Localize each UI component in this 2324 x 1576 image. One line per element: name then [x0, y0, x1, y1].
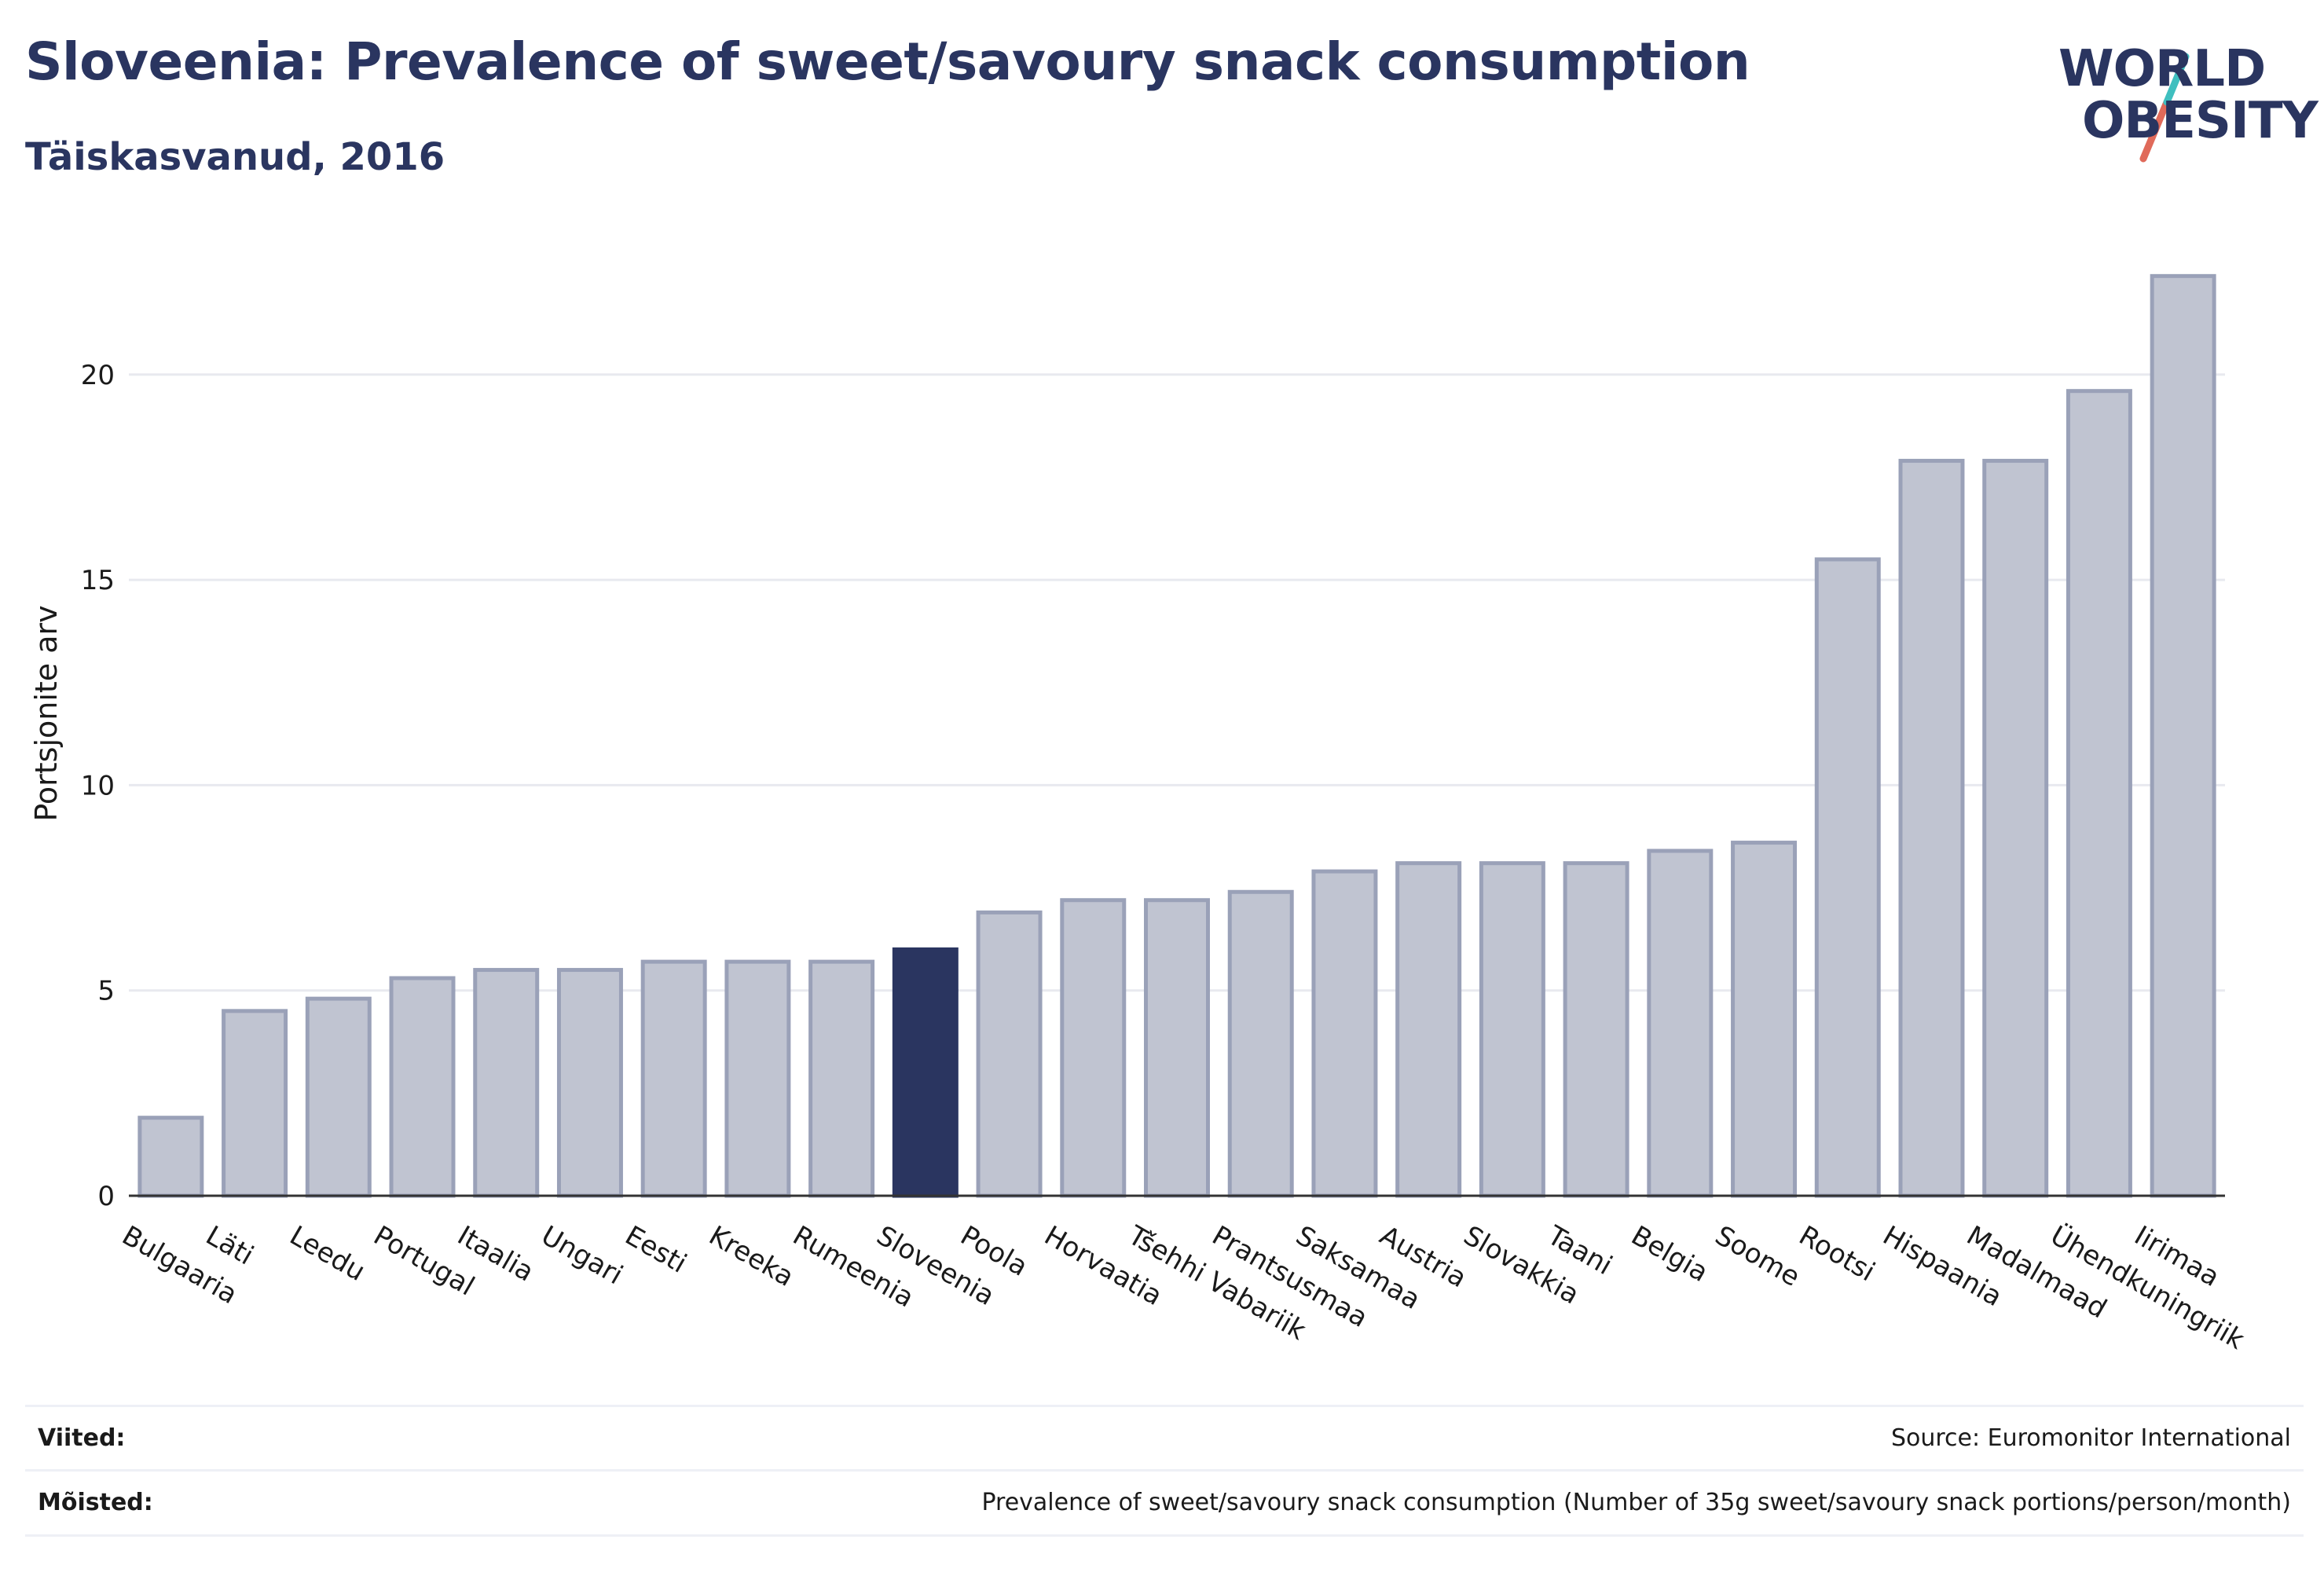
bar-belgia [1647, 848, 1714, 1198]
references-label: Viited: [38, 1424, 126, 1452]
chart-subtitle: Täiskasvanud, 2016 [25, 135, 445, 179]
bar-leedu [305, 996, 372, 1198]
bar-rumeenia [808, 959, 875, 1198]
y-axis-label: Portsjonite arv [29, 605, 64, 821]
definitions-value: Prevalence of sweet/savoury snack consum… [981, 1489, 2291, 1516]
bar-taani [1563, 861, 1629, 1198]
bar-slovakkia [1479, 861, 1545, 1198]
bar-bulgaaria [137, 1116, 204, 1198]
bar-rootsi [1814, 557, 1881, 1198]
x-tick-label: Rootsi [1794, 1220, 1880, 1288]
bar-poola [976, 910, 1043, 1198]
footer-definitions: Mõisted: Prevalence of sweet/savoury sna… [25, 1469, 2304, 1537]
bar-eesti [640, 959, 707, 1198]
logo-slash-icon [2139, 53, 2190, 163]
bar-saksamaa [1311, 869, 1378, 1198]
x-tick-label: Soome [1710, 1220, 1805, 1293]
bar-horvaatia [1060, 898, 1127, 1198]
references-value: Source: Euromonitor International [1890, 1424, 2291, 1452]
footer-references: Viited: Source: Euromonitor Internationa… [25, 1405, 2304, 1470]
x-tick-label: Leedu [284, 1220, 370, 1288]
bar-madalmaad [1982, 459, 2049, 1198]
bar-soome [1731, 841, 1798, 1198]
bar-ungari [556, 968, 623, 1198]
logo-line1: WORLD [2058, 40, 2266, 98]
bar-austria [1395, 861, 1462, 1198]
bar-sloveenia [892, 947, 959, 1198]
bar-läti [222, 1009, 288, 1198]
y-tick-labels: 0 5 10 15 20 [81, 360, 115, 1212]
definitions-label: Mõisted: [38, 1489, 153, 1516]
bar-ühendkuningriik [2066, 389, 2132, 1198]
bar-prantsusmaa [1227, 889, 1294, 1198]
chart-title: Sloveenia: Prevalence of sweet/savoury s… [25, 31, 1750, 92]
y-tick-label: 0 [97, 1181, 115, 1212]
bar-hispaania [1898, 459, 1965, 1198]
bar-iirimaa [2150, 273, 2216, 1198]
x-tick-label: Kreeka [704, 1220, 800, 1293]
y-tick-label: 10 [81, 770, 115, 801]
x-tick-label: Belgia [1626, 1220, 1713, 1288]
world-obesity-logo: WORLD OBESITY [2051, 24, 2319, 165]
y-tick-label: 15 [81, 565, 115, 596]
bar-tšehhi-vabariik [1144, 898, 1210, 1198]
bar-kreeka [724, 959, 791, 1198]
y-tick-label: 20 [81, 360, 115, 391]
bar-portugal [389, 976, 456, 1198]
x-tick-label: Eesti [620, 1220, 692, 1280]
bar-itaalia [473, 968, 540, 1198]
bars [137, 273, 2216, 1198]
x-tick-label: Ungari [536, 1220, 628, 1292]
logo-line2: OBESITY [2082, 92, 2319, 150]
y-tick-label: 5 [97, 976, 115, 1007]
